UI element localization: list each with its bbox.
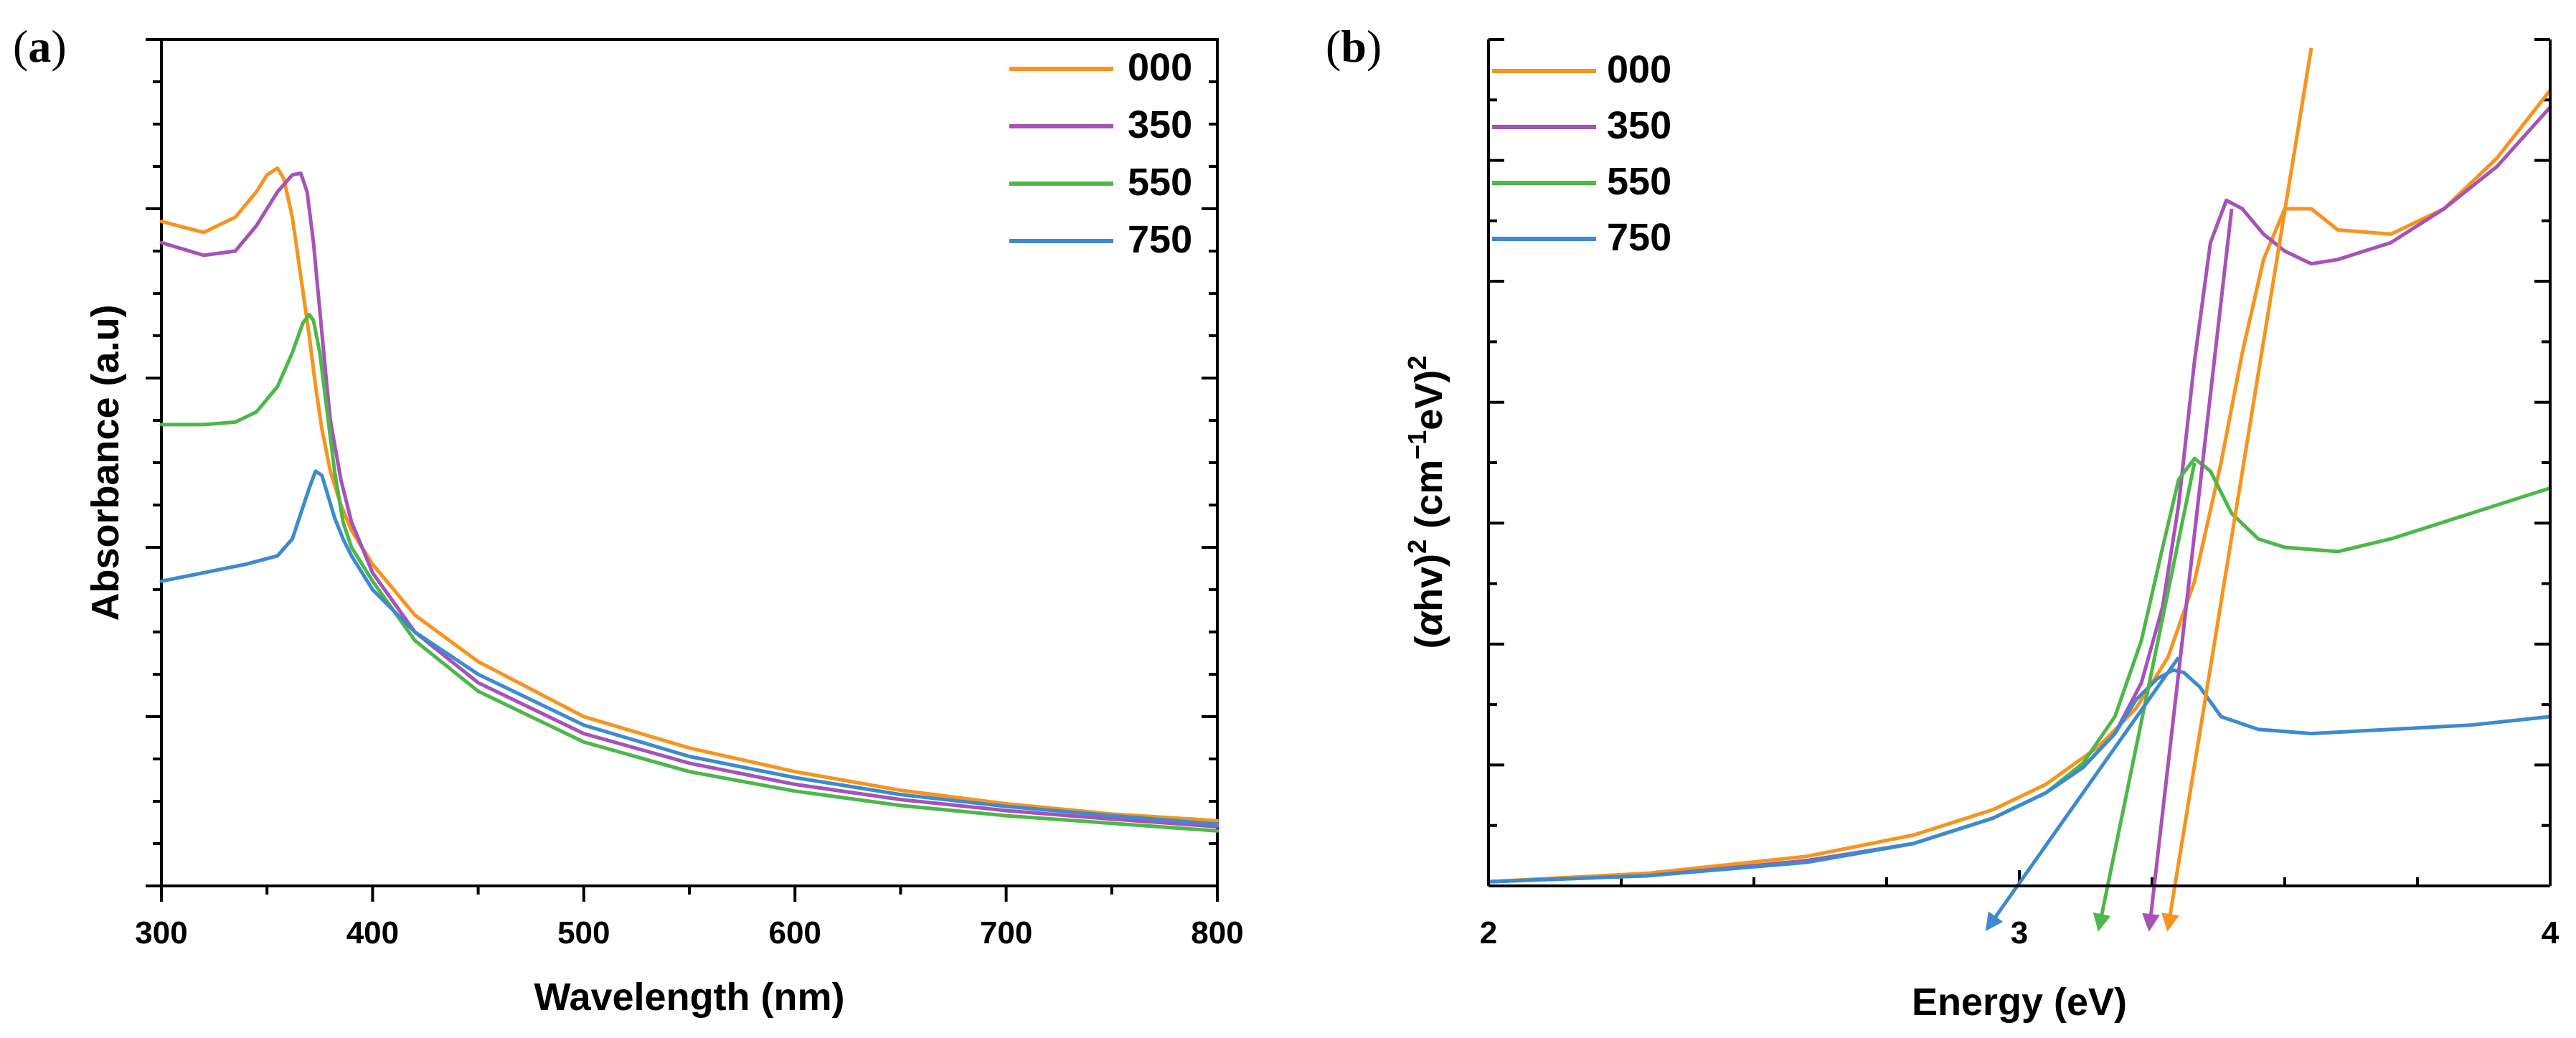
- legend-label-750-b: 750: [1607, 216, 1671, 259]
- y-label-part: hv): [1407, 554, 1450, 612]
- panel-a: (a) 300 400 500 600 700 800 000 350 550 750 Wave…: [13, 21, 1244, 1019]
- y-label-part: 2: [1402, 356, 1432, 370]
- x-tick-label-a: 400: [346, 915, 399, 950]
- tangent-line-750: [1985, 656, 2181, 932]
- x-tick-label-b: 3: [2011, 915, 2028, 950]
- series-line-550-a: [159, 313, 1219, 833]
- x-tick-label-b: 4: [2542, 915, 2560, 950]
- y-label-part: (: [1407, 636, 1450, 648]
- y-axis-label-a: Absorbance (a.u): [84, 304, 127, 621]
- y-label-part: α: [1407, 610, 1450, 636]
- tangent-lines-b: [1985, 47, 2313, 932]
- y-label-part: −1: [1402, 430, 1432, 460]
- legend-label-550-a: 550: [1128, 161, 1192, 204]
- series-line-000-a: [159, 166, 1219, 823]
- panel-label-a: (a): [13, 21, 67, 72]
- legend-label-350-b: 350: [1607, 104, 1671, 147]
- legend-label-000-a: 000: [1128, 46, 1192, 89]
- x-tick-label-a: 300: [135, 915, 187, 950]
- panel-letter-b: b: [1341, 21, 1367, 72]
- legend-label-750-a: 750: [1128, 218, 1192, 261]
- tangent-line-550: [2093, 462, 2197, 932]
- y-label-part: (cm: [1407, 460, 1450, 539]
- y-axis-label-b: (αhv)2 (cm−1eV)2: [1402, 356, 1450, 649]
- legend-label-350-a: 350: [1128, 103, 1192, 146]
- series-line-750-a: [159, 469, 1219, 826]
- ticks-a: 300 400 500 600 700 800: [135, 38, 1244, 950]
- series-line-750-b: [1486, 668, 2552, 884]
- legend-b: 000 350 550 750: [1492, 48, 1671, 259]
- tangent-line-000: [2161, 47, 2313, 932]
- legend-label-000-b: 000: [1607, 48, 1671, 91]
- tangent-line-350: [2142, 208, 2234, 932]
- series-line-350-a: [159, 171, 1219, 829]
- panel-letter-a: a: [28, 21, 51, 72]
- legend-a: 000 350 550 750: [1009, 46, 1192, 261]
- legend-label-550-b: 550: [1607, 160, 1671, 203]
- y-label-part: eV): [1407, 370, 1450, 430]
- series-line-000-b: [1486, 88, 2552, 884]
- x-tick-label-b: 2: [1480, 915, 1497, 950]
- x-tick-label-a: 700: [980, 915, 1032, 950]
- plot-frame-a: [160, 38, 1219, 887]
- x-tick-label-a: 500: [557, 915, 610, 950]
- x-axis-label-a: Wavelength (nm): [534, 976, 844, 1019]
- panel-label-b: (b): [1326, 21, 1382, 72]
- x-tick-label-a: 600: [768, 915, 821, 950]
- panel-b: (b) 2 3 4 000 350 550 750 Energy (eV) (αhv)2 …: [1326, 21, 2560, 1024]
- x-tick-label-a: 800: [1191, 915, 1243, 950]
- series-line-550-b: [1486, 456, 2552, 884]
- series-b: [1486, 88, 2552, 884]
- y-label-part: 2: [1402, 539, 1432, 554]
- series-a: [159, 166, 1219, 833]
- x-axis-label-b: Energy (eV): [1912, 981, 2127, 1024]
